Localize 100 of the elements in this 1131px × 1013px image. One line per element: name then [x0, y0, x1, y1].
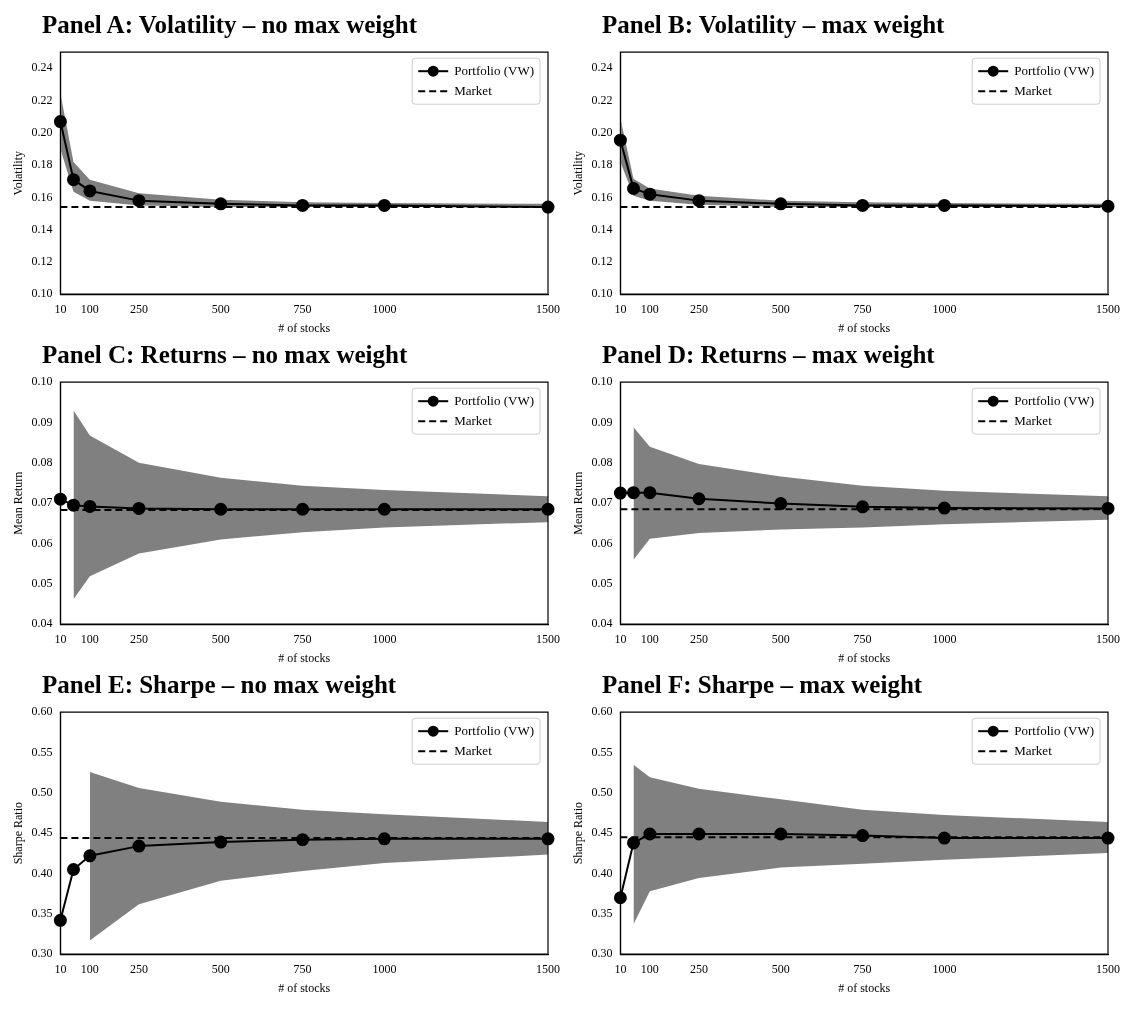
point [692, 492, 706, 506]
x-axis-title: # of stocks [278, 650, 331, 665]
x-tick-label: 500 [771, 961, 790, 976]
y-tick-label: 0.10 [591, 286, 613, 301]
y-tick-label: 0.22 [591, 92, 613, 107]
point [66, 498, 80, 512]
legend-label: Market [1014, 82, 1053, 98]
x-tick-label: 1500 [536, 631, 560, 646]
y-tick-label: 0.55 [31, 744, 53, 759]
x-tick-label: 1500 [1096, 961, 1120, 976]
x-tick-label: 100 [80, 301, 99, 316]
y-tick-label: 0.18 [31, 157, 53, 172]
y-tick-label: 0.16 [31, 189, 53, 204]
x-tick-label: 1000 [932, 301, 957, 316]
point [132, 501, 146, 515]
y-tick-label: 0.14 [31, 221, 53, 236]
y-axis-title: Mean Return [11, 471, 26, 535]
point [132, 839, 146, 853]
y-tick-label: 0.14 [591, 221, 613, 236]
x-tick-label: 1000 [372, 631, 397, 646]
y-tick-label: 0.45 [591, 825, 613, 840]
x-axis-title: # of stocks [278, 320, 331, 335]
point [53, 115, 67, 129]
y-tick-label: 0.24 [31, 60, 53, 75]
y-axis-title: Sharpe Ratio [11, 802, 26, 865]
x-tick-label: 750 [853, 961, 872, 976]
y-tick-label: 0.22 [31, 92, 53, 107]
y-tick-label: 0.07 [31, 495, 53, 510]
x-tick-label: 1500 [536, 961, 560, 976]
point [937, 198, 951, 212]
y-tick-label: 0.12 [591, 254, 613, 269]
legend-label: Portfolio (VW) [1014, 62, 1095, 78]
point [613, 891, 627, 905]
point [692, 194, 706, 208]
chart-title: Panel A: Volatility – no max weight [41, 10, 418, 40]
y-tick-label: 0.50 [31, 785, 53, 800]
y-tick-label: 0.12 [31, 254, 53, 269]
chart-title: Panel E: Sharpe – no max weight [41, 670, 398, 700]
point [613, 133, 627, 147]
legend-label: Portfolio (VW) [454, 392, 535, 408]
legend-label: Market [1014, 742, 1053, 758]
y-tick-label: 0.55 [591, 744, 613, 759]
x-tick-label: 750 [853, 301, 872, 316]
legend-label: Portfolio (VW) [454, 62, 535, 78]
y-tick-label: 0.05 [31, 576, 53, 591]
x-tick-label: 250 [129, 631, 148, 646]
x-tick-label: 100 [80, 631, 99, 646]
x-tick-label: 750 [853, 631, 872, 646]
x-axis-title: # of stocks [838, 320, 891, 335]
y-axis-title: Volatility [571, 150, 586, 196]
x-tick-label: 10 [54, 301, 67, 316]
legend-label: Portfolio (VW) [454, 722, 535, 738]
x-tick-label: 250 [689, 961, 708, 976]
y-tick-label: 0.50 [591, 785, 613, 800]
y-tick-label: 0.10 [31, 374, 53, 389]
y-tick-label: 0.04 [591, 616, 613, 631]
y-tick-label: 0.45 [31, 825, 53, 840]
y-tick-label: 0.10 [591, 374, 613, 389]
x-axis-title: # of stocks [838, 980, 891, 995]
point [626, 182, 640, 196]
y-tick-label: 0.40 [31, 865, 53, 880]
x-tick-label: 500 [771, 301, 790, 316]
point [66, 863, 80, 876]
x-tick-label: 1000 [372, 301, 397, 316]
y-tick-label: 0.35 [31, 906, 53, 921]
y-tick-label: 0.20 [591, 125, 613, 140]
x-tick-label: 10 [54, 631, 67, 646]
x-tick-label: 1000 [932, 631, 957, 646]
y-tick-label: 0.20 [31, 125, 53, 140]
point [53, 492, 67, 506]
chart-title: Panel D: Returns – max weight [601, 340, 936, 370]
x-tick-label: 100 [640, 961, 659, 976]
x-tick-label: 750 [293, 301, 312, 316]
point [643, 486, 657, 500]
y-tick-label: 0.10 [31, 286, 53, 301]
y-tick-label: 0.40 [591, 865, 613, 880]
x-tick-label: 750 [293, 631, 312, 646]
y-tick-label: 0.04 [31, 616, 53, 631]
x-tick-label: 100 [640, 631, 659, 646]
y-tick-label: 0.60 [591, 704, 613, 719]
x-tick-label: 250 [689, 301, 708, 316]
point [626, 486, 640, 500]
point [856, 198, 870, 212]
x-tick-label: 750 [293, 961, 312, 976]
point [774, 497, 788, 511]
point [377, 198, 391, 212]
x-tick-label: 500 [771, 631, 790, 646]
x-axis-title: # of stocks [838, 650, 891, 665]
x-tick-label: 1500 [536, 301, 560, 316]
point [83, 849, 97, 863]
x-tick-label: 100 [640, 301, 659, 316]
x-tick-label: 10 [614, 961, 627, 976]
y-tick-label: 0.05 [591, 576, 613, 591]
point [66, 173, 80, 187]
x-tick-label: 250 [129, 961, 148, 976]
x-tick-label: 250 [689, 631, 708, 646]
y-axis-title: Sharpe Ratio [571, 802, 586, 865]
y-axis-title: Volatility [11, 150, 26, 196]
point [643, 187, 657, 201]
point [53, 913, 67, 927]
